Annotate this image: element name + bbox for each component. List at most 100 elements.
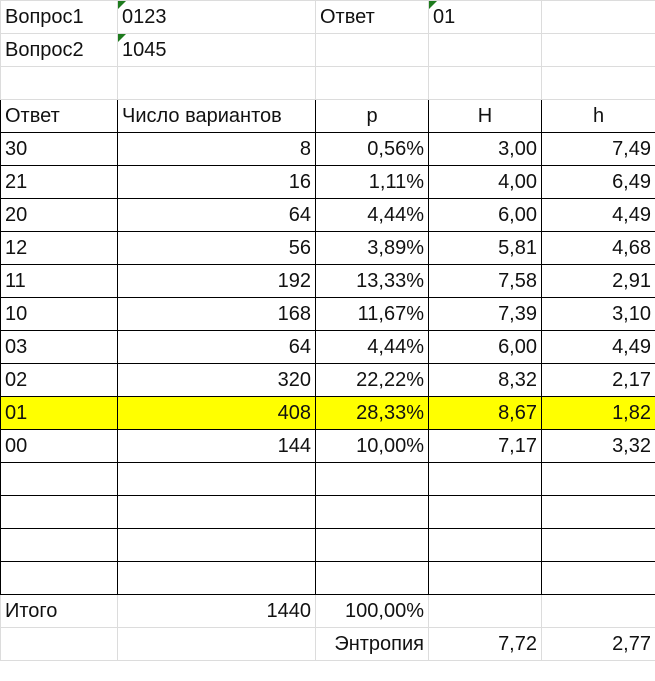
header-h[interactable]: h bbox=[541, 99, 655, 133]
cell-H[interactable]: 8,67 bbox=[428, 396, 542, 430]
cell-variants[interactable]: 192 bbox=[117, 264, 316, 298]
cell-p[interactable]: 4,44% bbox=[315, 198, 429, 232]
cell-empty[interactable] bbox=[541, 33, 655, 67]
cell-variants[interactable]: 408 bbox=[117, 396, 316, 430]
cell-empty[interactable] bbox=[117, 561, 316, 595]
cell-empty[interactable] bbox=[117, 495, 316, 529]
cell-total-count[interactable]: 1440 bbox=[117, 594, 316, 628]
cell-empty[interactable] bbox=[541, 66, 655, 100]
cell-q2-value[interactable]: 1045 bbox=[117, 33, 316, 67]
cell-answer[interactable]: 03 bbox=[0, 330, 118, 364]
header-variants[interactable]: Число вариантов bbox=[117, 99, 316, 133]
cell-variants[interactable]: 8 bbox=[117, 132, 316, 166]
cell-q2-label[interactable]: Вопрос2 bbox=[0, 33, 118, 67]
cell-variants[interactable]: 168 bbox=[117, 297, 316, 331]
cell-entropy-label[interactable]: Энтропия bbox=[315, 627, 429, 661]
cell-q1-value[interactable]: 0123 bbox=[117, 0, 316, 34]
cell-entropy-H[interactable]: 7,72 bbox=[428, 627, 542, 661]
cell-variants[interactable]: 320 bbox=[117, 363, 316, 397]
cell-p[interactable]: 28,33% bbox=[315, 396, 429, 430]
cell-empty[interactable] bbox=[117, 528, 316, 562]
cell-empty[interactable] bbox=[117, 462, 316, 496]
cell-H[interactable]: 6,00 bbox=[428, 198, 542, 232]
cell-empty[interactable] bbox=[541, 561, 655, 595]
cell-variants[interactable]: 144 bbox=[117, 429, 316, 463]
cell-answer[interactable]: 11 bbox=[0, 264, 118, 298]
cell-empty[interactable] bbox=[428, 561, 542, 595]
cell-answer[interactable]: 20 bbox=[0, 198, 118, 232]
cell-empty[interactable] bbox=[428, 462, 542, 496]
cell-answer[interactable]: 30 bbox=[0, 132, 118, 166]
cell-total-percent[interactable]: 100,00% bbox=[315, 594, 429, 628]
cell-empty[interactable] bbox=[428, 33, 542, 67]
cell-empty[interactable] bbox=[541, 594, 655, 628]
cell-empty[interactable] bbox=[315, 462, 429, 496]
cell-H[interactable]: 3,00 bbox=[428, 132, 542, 166]
cell-answer[interactable]: 12 bbox=[0, 231, 118, 265]
cell-total-label[interactable]: Итого bbox=[0, 594, 118, 628]
cell-answer[interactable]: 02 bbox=[0, 363, 118, 397]
cell-empty[interactable] bbox=[428, 66, 542, 100]
cell-empty[interactable] bbox=[315, 561, 429, 595]
cell-answer[interactable]: 10 bbox=[0, 297, 118, 331]
cell-empty[interactable] bbox=[315, 528, 429, 562]
cell-h[interactable]: 7,49 bbox=[541, 132, 655, 166]
cell-p[interactable]: 10,00% bbox=[315, 429, 429, 463]
cell-p[interactable]: 4,44% bbox=[315, 330, 429, 364]
header-p[interactable]: p bbox=[315, 99, 429, 133]
cell-empty[interactable] bbox=[541, 528, 655, 562]
cell-H[interactable]: 7,39 bbox=[428, 297, 542, 331]
cell-empty[interactable] bbox=[541, 495, 655, 529]
cell-empty[interactable] bbox=[0, 627, 118, 661]
cell-entropy-h[interactable]: 2,77 bbox=[541, 627, 655, 661]
cell-h[interactable]: 2,91 bbox=[541, 264, 655, 298]
cell-p[interactable]: 3,89% bbox=[315, 231, 429, 265]
cell-h[interactable]: 6,49 bbox=[541, 165, 655, 199]
cell-empty[interactable] bbox=[428, 594, 542, 628]
cell-answer[interactable]: 00 bbox=[0, 429, 118, 463]
cell-p[interactable]: 0,56% bbox=[315, 132, 429, 166]
cell-answer-value[interactable]: 01 bbox=[428, 0, 542, 34]
cell-H[interactable]: 8,32 bbox=[428, 363, 542, 397]
cell-empty[interactable] bbox=[428, 495, 542, 529]
cell-empty[interactable] bbox=[541, 462, 655, 496]
cell-p[interactable]: 22,22% bbox=[315, 363, 429, 397]
cell-empty[interactable] bbox=[315, 66, 429, 100]
cell-H[interactable]: 7,58 bbox=[428, 264, 542, 298]
header-H[interactable]: H bbox=[428, 99, 542, 133]
cell-empty[interactable] bbox=[117, 627, 316, 661]
cell-empty[interactable] bbox=[0, 528, 118, 562]
header-answer[interactable]: Ответ bbox=[0, 99, 118, 133]
cell-variants[interactable]: 64 bbox=[117, 198, 316, 232]
cell-h[interactable]: 3,10 bbox=[541, 297, 655, 331]
cell-empty[interactable] bbox=[315, 495, 429, 529]
cell-variants[interactable]: 16 bbox=[117, 165, 316, 199]
cell-h[interactable]: 2,17 bbox=[541, 363, 655, 397]
cell-empty[interactable] bbox=[428, 528, 542, 562]
cell-p[interactable]: 11,67% bbox=[315, 297, 429, 331]
cell-H[interactable]: 5,81 bbox=[428, 231, 542, 265]
cell-p[interactable]: 13,33% bbox=[315, 264, 429, 298]
cell-p[interactable]: 1,11% bbox=[315, 165, 429, 199]
cell-empty[interactable] bbox=[0, 462, 118, 496]
cell-h[interactable]: 1,82 bbox=[541, 396, 655, 430]
cell-answer-label[interactable]: Ответ bbox=[315, 0, 429, 34]
cell-h[interactable]: 3,32 bbox=[541, 429, 655, 463]
cell-empty[interactable] bbox=[117, 66, 316, 100]
cell-empty[interactable] bbox=[0, 561, 118, 595]
cell-variants[interactable]: 64 bbox=[117, 330, 316, 364]
cell-empty[interactable] bbox=[0, 66, 118, 100]
cell-h[interactable]: 4,49 bbox=[541, 198, 655, 232]
cell-H[interactable]: 4,00 bbox=[428, 165, 542, 199]
cell-h[interactable]: 4,68 bbox=[541, 231, 655, 265]
cell-empty[interactable] bbox=[315, 33, 429, 67]
cell-h[interactable]: 4,49 bbox=[541, 330, 655, 364]
cell-q1-label[interactable]: Вопрос1 bbox=[0, 0, 118, 34]
cell-H[interactable]: 7,17 bbox=[428, 429, 542, 463]
cell-empty[interactable] bbox=[0, 495, 118, 529]
cell-empty[interactable] bbox=[541, 0, 655, 34]
cell-answer[interactable]: 21 bbox=[0, 165, 118, 199]
cell-answer[interactable]: 01 bbox=[0, 396, 118, 430]
cell-variants[interactable]: 56 bbox=[117, 231, 316, 265]
cell-H[interactable]: 6,00 bbox=[428, 330, 542, 364]
